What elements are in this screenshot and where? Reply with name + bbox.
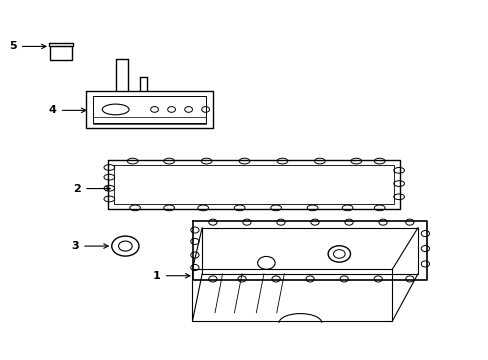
Text: 1: 1: [153, 271, 189, 281]
Text: 5: 5: [9, 41, 46, 51]
Text: 3: 3: [71, 241, 108, 251]
Bar: [50, 46, 72, 60]
Text: 2: 2: [73, 184, 110, 194]
Text: 4: 4: [49, 105, 86, 115]
